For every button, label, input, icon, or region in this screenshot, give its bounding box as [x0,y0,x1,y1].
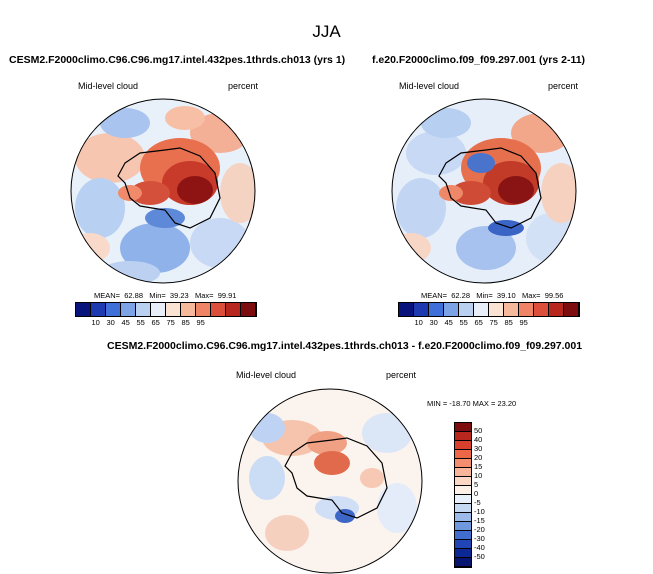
colorbar-label: 65 [474,318,483,327]
colorbar-label: 5 [474,480,479,489]
colorbar-label: 50 [474,426,483,435]
panel1-units: percent [228,81,259,91]
colorbar-swatch [399,303,414,316]
colorbar-swatch [549,303,564,316]
colorbar-label: 30 [429,318,438,327]
colorbar-swatch [444,303,459,316]
colorbar-label: -5 [474,498,481,507]
panel2-variable: Mid-level cloud [399,81,460,91]
colorbar-swatch [455,423,471,432]
colorbar-swatch [414,303,429,316]
colorbar-label: 40 [474,435,483,444]
colorbar-label: 45 [121,318,130,327]
colorbar-label: 75 [489,318,498,327]
colorbar-swatch [504,303,519,316]
panel2-polar-map [391,98,577,284]
colorbar-label: 95 [196,318,205,327]
colorbar-label: -40 [474,543,485,552]
panel1-variable: Mid-level cloud [78,81,139,91]
colorbar-swatch [489,303,504,316]
colorbar-label: 15 [474,462,483,471]
colorbar-swatch [519,303,534,316]
colorbar-swatch [455,540,471,549]
colorbar-label: 10 [414,318,423,327]
panel2-units: percent [548,81,579,91]
colorbar-swatch [459,303,474,316]
panel3-polar-map [237,388,423,574]
panel3-title: CESM2.F2000climo.C96.C96.mg17.intel.432p… [107,340,583,352]
colorbar-swatch [455,432,471,441]
colorbar-swatch [455,558,471,567]
panel1-stats: MEAN= 62.88 Min= 39.23 Max= 99.91 [94,291,237,300]
colorbar-swatch [211,303,226,316]
panel1-colorbar [75,302,257,317]
colorbar-swatch [455,495,471,504]
colorbar-label: -30 [474,534,485,543]
colorbar-swatch [455,513,471,522]
colorbar-label: 75 [166,318,175,327]
panel2-colorbar-labels: 10 30 45 55 65 75 85 95 [398,318,578,328]
colorbar-swatch [151,303,166,316]
colorbar-label: 10 [474,471,483,480]
colorbar-label: 0 [474,489,479,498]
colorbar-label: -10 [474,507,485,516]
colorbar-swatch [106,303,121,316]
colorbar-label: 30 [106,318,115,327]
colorbar-label: 10 [91,318,100,327]
panel3-stats: MIN = -18.70 MAX = 23.20 [427,399,517,408]
colorbar-label: 20 [474,453,483,462]
panel2-title: f.e20.F2000climo.f09_f09.297.001 (yrs 2-… [372,54,586,66]
colorbar-swatch [241,303,256,316]
colorbar-swatch [455,522,471,531]
colorbar-swatch [455,459,471,468]
colorbar-label: 30 [474,444,483,453]
colorbar-swatch [534,303,549,316]
colorbar-label: -15 [474,516,485,525]
panel3-variable: Mid-level cloud [236,370,297,380]
colorbar-label: 85 [181,318,190,327]
colorbar-swatch [91,303,106,316]
panel3-colorbar [454,422,472,568]
panel2-stats: MEAN= 62.28 Min= 39.10 Max= 99.56 [421,291,564,300]
panel1-polar-map [70,98,256,284]
panel2-colorbar [398,302,580,317]
colorbar-swatch [455,450,471,459]
colorbar-swatch [136,303,151,316]
colorbar-label: 45 [444,318,453,327]
colorbar-swatch [455,468,471,477]
colorbar-swatch [455,504,471,513]
colorbar-swatch [455,549,471,558]
colorbar-swatch [564,303,579,316]
colorbar-swatch [455,441,471,450]
colorbar-label: 95 [519,318,528,327]
colorbar-swatch [76,303,91,316]
colorbar-label: 65 [151,318,160,327]
colorbar-swatch [226,303,241,316]
panel3-units: percent [386,370,417,380]
colorbar-swatch [166,303,181,316]
colorbar-swatch [455,477,471,486]
colorbar-label: -50 [474,552,485,561]
colorbar-label: 55 [459,318,468,327]
colorbar-label: 85 [504,318,513,327]
panel1-title: CESM2.F2000climo.C96.C96.mg17.intel.432p… [9,54,346,66]
colorbar-label: 55 [136,318,145,327]
panel1-colorbar-labels: 10 30 45 55 65 75 85 95 [75,318,255,328]
colorbar-swatch [196,303,211,316]
colorbar-swatch [429,303,444,316]
colorbar-swatch [181,303,196,316]
colorbar-swatch [121,303,136,316]
colorbar-swatch [455,531,471,540]
season-title: JJA [312,22,341,41]
colorbar-swatch [455,486,471,495]
colorbar-swatch [474,303,489,316]
colorbar-label: -20 [474,525,485,534]
panel3-colorbar-labels: 50 40 30 20 15 10 5 0 -5 -10 -15 -20 -30 -40 -50 [474,422,504,566]
